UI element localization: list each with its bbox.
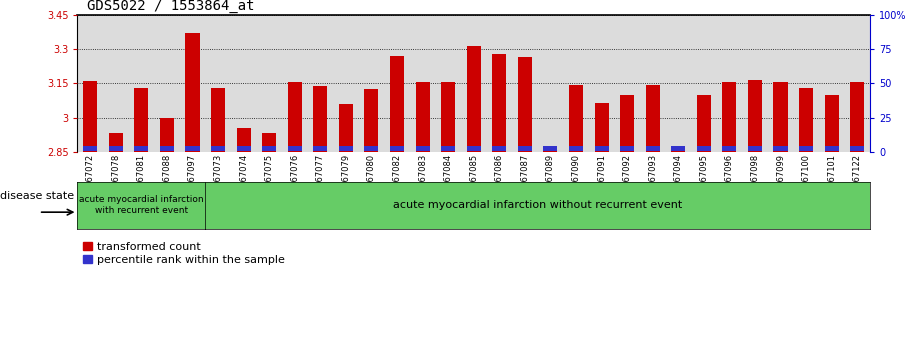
Bar [748, 80, 762, 152]
Bar [517, 146, 532, 151]
Bar [543, 147, 558, 152]
Bar [697, 146, 711, 151]
Bar [824, 95, 839, 152]
Bar [748, 147, 762, 151]
Bar [108, 147, 123, 151]
Bar [620, 147, 634, 151]
Bar [415, 146, 430, 151]
Bar [595, 146, 609, 151]
Bar [237, 129, 251, 152]
Bar [108, 133, 123, 152]
Bar [517, 57, 532, 152]
Bar [186, 146, 200, 151]
Bar [671, 146, 685, 152]
Bar [211, 88, 225, 152]
Bar [697, 95, 711, 152]
Bar [492, 147, 507, 151]
Bar [595, 103, 609, 152]
Bar [339, 146, 353, 151]
Bar [824, 146, 839, 151]
Bar [850, 82, 865, 152]
Bar [441, 146, 456, 151]
Bar [364, 89, 378, 152]
Bar [186, 33, 200, 152]
Bar [620, 95, 634, 152]
Bar [671, 146, 685, 151]
Bar [415, 82, 430, 152]
Bar [262, 146, 276, 151]
Bar [262, 133, 276, 152]
Bar [466, 46, 481, 152]
Bar [646, 147, 660, 151]
Bar [134, 88, 148, 152]
Bar [364, 146, 378, 151]
Text: GDS5022 / 1553864_at: GDS5022 / 1553864_at [87, 0, 254, 13]
Bar [569, 85, 583, 152]
Bar [799, 147, 814, 151]
Bar [288, 146, 302, 151]
Bar [339, 104, 353, 152]
Bar [441, 82, 456, 152]
Bar [773, 147, 787, 151]
Bar [492, 54, 507, 152]
Bar [134, 146, 148, 151]
Text: disease state: disease state [0, 191, 74, 201]
Bar [160, 147, 174, 151]
Bar [288, 82, 302, 152]
Bar [313, 146, 327, 151]
Bar [543, 147, 558, 151]
Bar [83, 81, 97, 152]
Bar [722, 82, 736, 152]
Bar [211, 147, 225, 151]
Bar [773, 82, 787, 152]
Bar [83, 146, 97, 151]
Bar [646, 85, 660, 152]
Text: acute myocardial infarction
with recurrent event: acute myocardial infarction with recurre… [79, 195, 204, 216]
Bar [799, 88, 814, 152]
Bar [390, 56, 404, 152]
Bar [466, 147, 481, 151]
Text: acute myocardial infarction without recurrent event: acute myocardial infarction without recu… [393, 200, 682, 210]
Bar [850, 146, 865, 151]
Bar [160, 118, 174, 152]
Legend: transformed count, percentile rank within the sample: transformed count, percentile rank withi… [83, 241, 285, 265]
Bar [237, 146, 251, 151]
Bar [313, 86, 327, 152]
Bar [569, 146, 583, 151]
Bar [722, 146, 736, 151]
Bar [390, 146, 404, 151]
